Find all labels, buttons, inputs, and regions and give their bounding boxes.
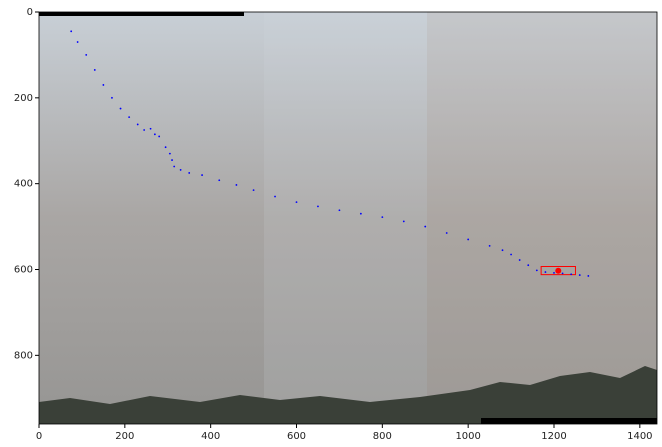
x-tick-label: 400 (201, 431, 220, 442)
point (94, 69, 96, 71)
point (236, 184, 238, 186)
y-tick-label: 200 (14, 93, 33, 104)
point (562, 272, 564, 274)
point (579, 274, 581, 276)
point (154, 133, 156, 135)
point (253, 189, 255, 191)
y-tick-label: 400 (14, 179, 33, 190)
point (587, 275, 589, 277)
point (171, 159, 173, 161)
point (519, 259, 521, 261)
x-tick-label: 600 (287, 431, 306, 442)
point (158, 136, 160, 138)
point (424, 226, 426, 228)
x-tick-label: 0 (36, 431, 42, 442)
y-tick-label: 600 (14, 265, 33, 276)
point (555, 268, 561, 274)
point (360, 213, 362, 215)
point (502, 249, 504, 251)
background-image (39, 12, 657, 424)
point (536, 269, 538, 271)
point (102, 84, 104, 86)
point (85, 54, 87, 56)
point (510, 254, 512, 256)
point (446, 232, 448, 234)
point (111, 97, 113, 99)
point (381, 216, 383, 218)
point (150, 128, 152, 130)
point (218, 179, 220, 181)
point (173, 166, 175, 168)
x-tick-label: 800 (373, 431, 392, 442)
point (188, 172, 190, 174)
x-tick-label: 1200 (541, 431, 566, 442)
x-tick-label: 1000 (455, 431, 480, 442)
point (296, 201, 298, 203)
point (274, 196, 276, 198)
chart: 0 200 400 600 800 1000 1200 1400 0 200 400 600 800 (0, 0, 662, 443)
point (128, 116, 130, 118)
y-tick-label: 800 (14, 350, 33, 361)
point (339, 209, 341, 211)
x-tick-label: 200 (115, 431, 134, 442)
point (527, 264, 529, 266)
point (553, 272, 555, 274)
point (165, 146, 167, 148)
y-tick-label: 0 (27, 7, 33, 18)
point (169, 153, 171, 155)
point (120, 108, 122, 110)
point (137, 124, 139, 126)
point (545, 271, 547, 273)
point (77, 41, 79, 43)
point (317, 206, 319, 208)
point (489, 245, 491, 247)
point (143, 129, 145, 131)
point (467, 239, 469, 241)
point (70, 30, 72, 32)
point (180, 169, 182, 171)
point (570, 273, 572, 275)
x-tick-label: 1400 (627, 431, 652, 442)
point (403, 221, 405, 223)
point (201, 174, 203, 176)
